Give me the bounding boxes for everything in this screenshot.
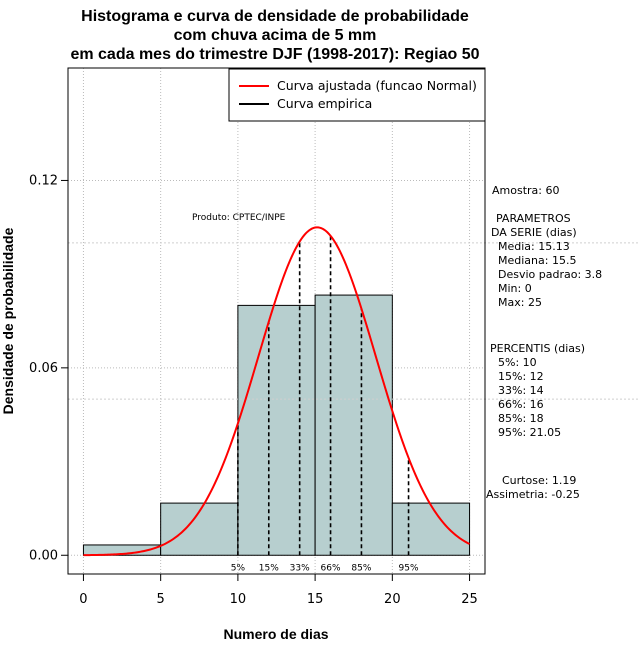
histogram-bar: [391, 502, 471, 556]
param-desvio: Desvio padrao: 3.8: [498, 268, 602, 281]
percentile-label-0: 5%: [231, 563, 246, 573]
x-tick-label-0: 0: [79, 592, 87, 607]
stats-panel: Amostra: 60 PARAMETROS DA SERIE (dias) M…: [486, 184, 602, 501]
param-min: Min: 0: [498, 282, 532, 295]
legend-normal-label: Curva ajustada (funcao Normal): [277, 78, 477, 93]
param-header-2: DA SERIE (dias): [491, 226, 577, 239]
param-mediana: Mediana: 15.5: [498, 254, 576, 267]
stat-amostra: Amostra: 60: [492, 184, 559, 197]
param-header-1: PARAMETROS: [496, 212, 571, 225]
perc-33: 33%: 14: [498, 384, 544, 397]
x-tick-label-3: 15: [307, 592, 324, 607]
stat-curtose: Curtose: 1.19: [502, 474, 576, 487]
chart-title-line-1: Histograma e curva de densidade de proba…: [81, 8, 469, 25]
perc-66: 66%: 16: [498, 398, 544, 411]
histogram-bar: [237, 304, 316, 556]
perc-95: 95%: 21.05: [498, 426, 561, 439]
percentile-lines: 5% 15% 33% 66% 85% 95%: [231, 235, 419, 573]
product-label: Produto: CPTEC/INPE: [192, 213, 286, 223]
chart-title-line-3: em cada mes do trimestre DJF (1998-2017)…: [70, 46, 479, 63]
perc-85: 85%: 18: [498, 412, 544, 425]
percentile-label-5: 95%: [399, 563, 419, 573]
percentile-label-3: 66%: [321, 563, 341, 573]
histogram-bars: [82, 294, 471, 556]
percentile-label-1: 15%: [259, 563, 279, 573]
reference-lines: [68, 242, 640, 400]
param-media: Media: 15.13: [498, 240, 570, 253]
axes: 0 5 10 15 20 25 0.00 0.06 0.12: [29, 173, 478, 607]
legend: Curva ajustada (funcao Normal) Curva emp…: [228, 68, 486, 122]
x-tick-label-4: 20: [384, 592, 401, 607]
stat-assimetria: Assimetria: -0.25: [486, 488, 580, 501]
x-tick-label-5: 25: [461, 592, 478, 607]
y-tick-label-0: 0.00: [29, 548, 58, 563]
normal-curve: [83, 226, 471, 557]
legend-box: [228, 68, 486, 122]
x-tick-label-1: 5: [157, 592, 165, 607]
density-curves: [83, 226, 471, 557]
y-axis-label: Densidade de probabilidade: [0, 227, 16, 414]
x-tick-label-2: 10: [230, 592, 247, 607]
chart-title-line-2: com chuva acima de 5 mm: [174, 27, 377, 44]
legend-empirical-label: Curva empirica: [277, 96, 372, 111]
x-axis-label: Numero de dias: [223, 626, 328, 642]
percentile-label-2: 33%: [290, 563, 310, 573]
perc-15: 15%: 12: [498, 370, 544, 383]
y-tick-label-2: 0.12: [29, 173, 58, 188]
perc-header: PERCENTIS (dias): [490, 342, 585, 355]
param-max: Max: 25: [498, 296, 542, 309]
histogram-bar: [314, 294, 393, 556]
y-tick-label-1: 0.06: [29, 361, 58, 376]
perc-5: 5%: 10: [498, 356, 537, 369]
percentile-label-4: 85%: [351, 563, 371, 573]
